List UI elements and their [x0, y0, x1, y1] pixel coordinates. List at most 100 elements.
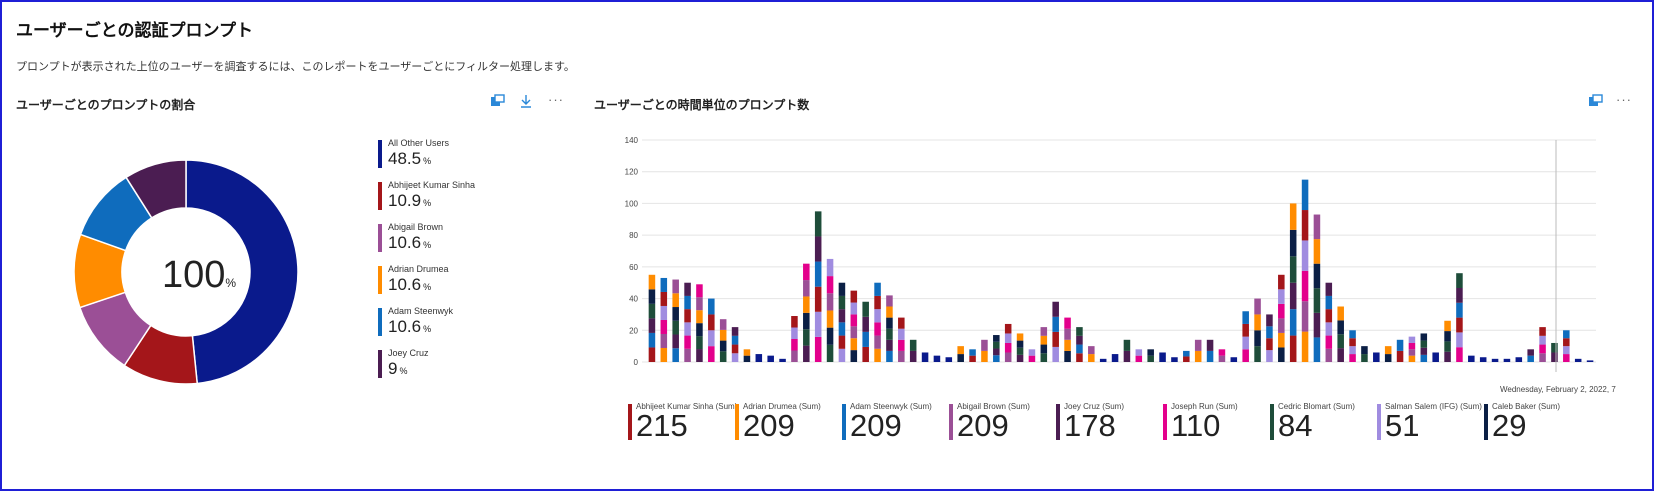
- bar-segment[interactable]: [1016, 340, 1024, 348]
- bar-segment[interactable]: [1325, 282, 1333, 296]
- bar-segment[interactable]: [1432, 352, 1439, 362]
- bar-segment[interactable]: [1289, 229, 1297, 257]
- bar-segment[interactable]: [874, 282, 881, 296]
- bar-segment[interactable]: [933, 355, 941, 362]
- bar-segment[interactable]: [1349, 330, 1356, 339]
- bar-segment[interactable]: [1147, 349, 1154, 356]
- bar-segment[interactable]: [909, 339, 917, 351]
- bar-segment[interactable]: [874, 295, 881, 310]
- bar-segment[interactable]: [1444, 341, 1451, 352]
- bar-segment[interactable]: [1040, 335, 1048, 345]
- bar-segment[interactable]: [826, 310, 834, 328]
- bar-segment[interactable]: [1313, 288, 1321, 313]
- bar-segment[interactable]: [850, 326, 858, 339]
- bar-segment[interactable]: [1230, 357, 1238, 362]
- bar-segment[interactable]: [1349, 354, 1356, 362]
- donut-slice-0[interactable]: [185, 159, 299, 385]
- bar-segment[interactable]: [1278, 303, 1285, 319]
- bar-segment[interactable]: [1135, 355, 1143, 362]
- bar-segment[interactable]: [1384, 346, 1392, 355]
- bar-segment[interactable]: [1289, 282, 1297, 310]
- bar-segment[interactable]: [826, 258, 834, 277]
- bar-segment[interactable]: [1016, 333, 1024, 341]
- bar-segment[interactable]: [814, 286, 822, 312]
- bar-segment[interactable]: [993, 355, 1000, 362]
- bar-segment[interactable]: [1004, 333, 1012, 343]
- bar-segment[interactable]: [1301, 301, 1309, 332]
- bar-segment[interactable]: [767, 355, 774, 362]
- bar-segment[interactable]: [862, 346, 869, 362]
- bar-segment[interactable]: [1076, 327, 1083, 336]
- bar-segment[interactable]: [1135, 349, 1143, 356]
- bar-segment[interactable]: [981, 350, 988, 362]
- bar-segment[interactable]: [1503, 358, 1511, 362]
- bar-segment[interactable]: [1456, 347, 1463, 362]
- bar-segment[interactable]: [993, 341, 1000, 349]
- bar-segment[interactable]: [1278, 318, 1285, 333]
- bar-segment[interactable]: [696, 349, 703, 362]
- bar-segment[interactable]: [696, 336, 703, 350]
- bar-segment[interactable]: [660, 291, 668, 306]
- bar-segment[interactable]: [1456, 317, 1463, 333]
- bar-segment[interactable]: [1349, 346, 1356, 355]
- bar-segment[interactable]: [1313, 214, 1321, 240]
- bar-segment[interactable]: [1574, 358, 1582, 362]
- bar-segment[interactable]: [1408, 342, 1416, 350]
- bar-segment[interactable]: [1563, 346, 1570, 355]
- bar-segment[interactable]: [814, 236, 822, 262]
- bar-segment[interactable]: [731, 327, 739, 336]
- bar-segment[interactable]: [850, 314, 858, 327]
- bar-segment[interactable]: [898, 339, 905, 351]
- bar-segment[interactable]: [1064, 317, 1071, 329]
- bar-segment[interactable]: [1242, 349, 1249, 362]
- bar-segment[interactable]: [826, 344, 834, 362]
- bar-segment[interactable]: [803, 263, 810, 281]
- bar-segment[interactable]: [1076, 335, 1083, 345]
- bar-segment[interactable]: [826, 293, 834, 311]
- bar-segment[interactable]: [1052, 346, 1059, 362]
- bar-segment[interactable]: [1539, 344, 1546, 354]
- bar-segment[interactable]: [719, 329, 727, 341]
- bar-segment[interactable]: [1515, 357, 1523, 362]
- bar-segment[interactable]: [886, 339, 893, 351]
- focus-mode-icon[interactable]: [490, 94, 505, 111]
- bar-segment[interactable]: [660, 333, 668, 348]
- bar-segment[interactable]: [1444, 331, 1451, 342]
- bar-segment[interactable]: [1444, 320, 1451, 332]
- donut-slice-5[interactable]: [125, 159, 187, 219]
- bar-segment[interactable]: [1468, 355, 1475, 362]
- bar-more-options-button[interactable]: ···: [1616, 92, 1632, 107]
- bar-segment[interactable]: [1052, 331, 1059, 347]
- bar-segment[interactable]: [1254, 330, 1261, 347]
- bar-segment[interactable]: [1313, 337, 1321, 362]
- bar-segment[interactable]: [1064, 350, 1071, 362]
- bar-segment[interactable]: [708, 330, 715, 347]
- bar-segment[interactable]: [1408, 336, 1416, 343]
- bar-segment[interactable]: [1088, 354, 1095, 362]
- bar-segment[interactable]: [874, 348, 881, 362]
- bar-segment[interactable]: [1301, 179, 1309, 211]
- bar-segment[interactable]: [898, 350, 905, 362]
- bar-segment[interactable]: [1444, 351, 1451, 362]
- bar-segment[interactable]: [1289, 335, 1297, 362]
- bar-segment[interactable]: [993, 335, 1000, 342]
- bar-segment[interactable]: [1325, 322, 1333, 336]
- bar-segment[interactable]: [1289, 203, 1297, 230]
- bar-segment[interactable]: [755, 354, 763, 362]
- bar-segment[interactable]: [660, 277, 668, 292]
- bar-segment[interactable]: [1123, 339, 1131, 351]
- bar-segment[interactable]: [731, 335, 739, 345]
- bar-segment[interactable]: [850, 338, 858, 351]
- bar-segment[interactable]: [684, 335, 691, 349]
- bar-segment[interactable]: [1266, 326, 1273, 339]
- download-icon[interactable]: [520, 94, 532, 111]
- bar-segment[interactable]: [1040, 353, 1048, 362]
- bar-segment[interactable]: [791, 350, 798, 362]
- bar-segment[interactable]: [1278, 274, 1285, 290]
- bar-segment[interactable]: [1278, 332, 1285, 348]
- bar-segment[interactable]: [1456, 332, 1463, 348]
- bar-segment[interactable]: [898, 328, 905, 340]
- bar-segment[interactable]: [1527, 349, 1534, 356]
- bar-segment[interactable]: [1301, 210, 1309, 241]
- bar-segment[interactable]: [1040, 327, 1048, 336]
